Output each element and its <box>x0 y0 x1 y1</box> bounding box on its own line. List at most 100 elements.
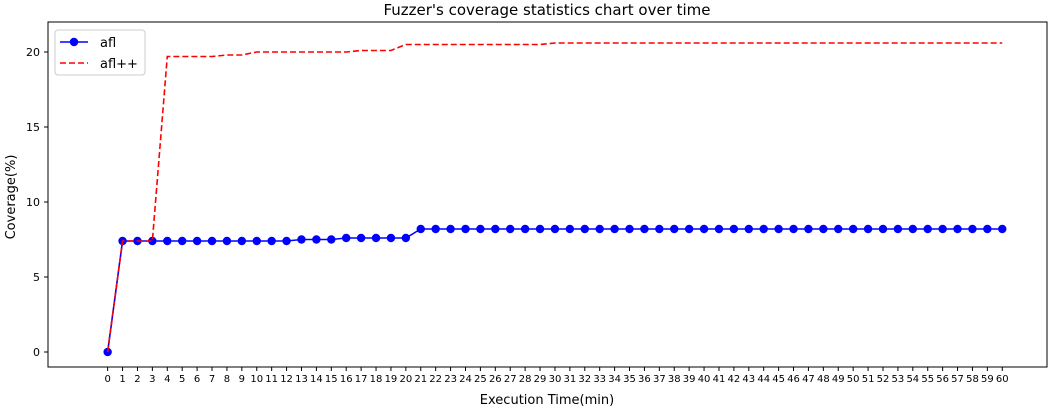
data-point <box>729 224 739 234</box>
data-point <box>625 224 634 234</box>
x-axis: 0 1 2 3 4 5 6 7 8 9 10 11 12 13 14 15 16 17 18 19 20 21 22 23 24… <box>104 367 1009 385</box>
x-tick-label: 16 <box>340 374 353 385</box>
data-point <box>714 224 724 234</box>
data-point <box>371 233 381 243</box>
data-point <box>968 224 977 234</box>
series-line-afl <box>106 228 1003 353</box>
chart-title: Fuzzer's coverage statistics chart over … <box>383 1 710 19</box>
x-tick-label: 34 <box>608 374 621 385</box>
x-tick-label: 5 <box>179 374 185 385</box>
x-tick-label: 7 <box>209 374 215 385</box>
x-tick-label: 23 <box>444 374 457 385</box>
series-afl <box>103 224 1007 357</box>
y-tick-label: 10 <box>26 196 40 209</box>
data-point <box>252 236 261 246</box>
plot-area <box>47 21 1048 368</box>
x-tick-label: 27 <box>504 374 517 385</box>
y-axis-label: Coverage(%) <box>4 155 19 240</box>
data-point <box>207 236 217 246</box>
data-point <box>535 224 545 234</box>
x-tick-label: 43 <box>742 374 755 385</box>
y-tick-label: 5 <box>33 271 40 284</box>
data-point <box>506 224 515 234</box>
x-tick-label: 3 <box>149 374 155 385</box>
x-tick-label: 1 <box>119 374 125 385</box>
data-point <box>699 224 709 234</box>
x-tick-label: 55 <box>921 374 934 385</box>
data-point <box>312 235 321 244</box>
data-point <box>953 224 962 234</box>
x-tick-label: 4 <box>164 374 170 385</box>
data-point <box>550 224 560 234</box>
x-tick-label: 18 <box>370 374 383 385</box>
x-tick-label: 28 <box>519 374 532 385</box>
x-tick-label: 42 <box>728 374 741 385</box>
data-point <box>163 236 172 246</box>
x-tick-label: 47 <box>802 374 815 385</box>
x-tick-label: 2 <box>134 374 140 385</box>
y-tick-label: 20 <box>26 46 40 59</box>
x-tick-label: 50 <box>847 374 860 385</box>
data-point <box>684 224 694 234</box>
data-point <box>237 236 247 246</box>
x-tick-label: 26 <box>489 374 502 385</box>
x-tick-label: 11 <box>265 374 278 385</box>
x-tick-label: 12 <box>280 374 293 385</box>
data-point <box>595 224 604 234</box>
data-point <box>192 236 202 246</box>
data-point <box>878 224 888 234</box>
legend-label: afl++ <box>100 57 138 72</box>
data-point <box>610 224 619 234</box>
x-tick-label: 21 <box>414 374 427 385</box>
x-tick-label: 46 <box>787 374 800 385</box>
x-tick-label: 38 <box>668 374 681 385</box>
data-point <box>848 224 858 234</box>
data-point <box>431 224 440 234</box>
x-tick-label: 35 <box>623 374 636 385</box>
series-afl++ <box>106 42 1003 353</box>
x-tick-label: 8 <box>224 374 230 385</box>
data-point <box>222 236 232 246</box>
y-axis: 0 5 10 15 20 <box>26 46 48 359</box>
data-point <box>476 224 485 234</box>
data-point <box>998 224 1007 234</box>
data-point <box>282 236 291 246</box>
x-tick-label: 40 <box>698 374 711 385</box>
x-tick-label: 30 <box>549 374 562 385</box>
data-point <box>327 235 336 244</box>
x-tick-label: 13 <box>295 374 308 385</box>
data-point <box>744 224 753 234</box>
x-tick-label: 17 <box>355 374 368 385</box>
x-tick-label: 60 <box>996 374 1009 385</box>
data-point <box>938 224 947 234</box>
series-layer <box>103 42 1007 357</box>
data-point <box>580 224 589 234</box>
x-tick-label: 52 <box>877 374 890 385</box>
x-tick-label: 0 <box>104 374 110 385</box>
data-point <box>491 224 500 234</box>
data-point <box>923 224 932 234</box>
x-tick-label: 22 <box>429 374 442 385</box>
legend-label: afl <box>100 36 116 51</box>
x-tick-label: 15 <box>325 374 338 385</box>
x-tick-label: 39 <box>683 374 696 385</box>
data-point <box>893 224 903 234</box>
data-point <box>520 224 530 234</box>
x-tick-label: 58 <box>966 374 979 385</box>
data-point <box>789 224 798 234</box>
data-point <box>446 224 455 234</box>
x-tick-label: 57 <box>951 374 964 385</box>
x-axis-label: Execution Time(min) <box>480 393 614 408</box>
x-tick-label: 59 <box>981 374 994 385</box>
data-point <box>177 236 187 246</box>
x-tick-label: 41 <box>713 374 726 385</box>
x-tick-label: 53 <box>892 374 905 385</box>
x-tick-label: 20 <box>399 374 412 385</box>
x-tick-label: 54 <box>906 374 919 385</box>
data-point <box>759 224 768 234</box>
x-tick-label: 44 <box>757 374 770 385</box>
x-tick-label: 51 <box>862 374 875 385</box>
data-point <box>908 224 918 234</box>
y-tick-label: 15 <box>26 121 40 134</box>
